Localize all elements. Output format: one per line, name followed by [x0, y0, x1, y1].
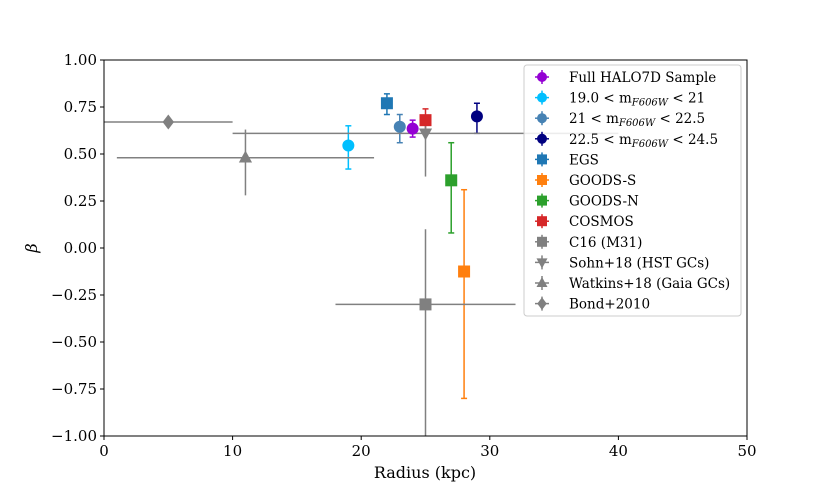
data-point [418, 128, 433, 141]
axis-ticks: 0 10 20 30 40 50 1.00 0.75 0.50 0.25 0.00 −0.25 −0.5… [51, 51, 757, 460]
data-point [238, 150, 253, 163]
y-tick-label: −0.75 [51, 380, 97, 398]
legend-label: COSMOS [569, 214, 634, 230]
legend-label-part: 21 < m [569, 111, 619, 127]
y-tick-label: 0.75 [64, 98, 97, 116]
data-point [380, 97, 393, 110]
legend-label-part: Full HALO7D Sample [569, 70, 716, 86]
legend-label: 22.5 < mF606W < 24.5 [569, 132, 718, 150]
legend-label-part: 19.0 < m [569, 91, 632, 107]
legend-label-part: F606W [631, 98, 669, 109]
legend-label: GOODS-S [569, 173, 636, 189]
legend-label: Bond+2010 [569, 297, 650, 313]
data-point [419, 298, 432, 311]
y-tick-label: −1.00 [51, 427, 97, 445]
legend-label-part: GOODS-N [569, 194, 639, 210]
data-point [342, 139, 355, 152]
y-tick-label: 0.50 [64, 145, 97, 163]
y-tick-label: 0.25 [64, 192, 97, 210]
legend-marker [537, 297, 547, 310]
legend-marker [537, 175, 547, 185]
data-point [419, 114, 432, 127]
legend-label-part: COSMOS [569, 214, 634, 230]
legend-marker [537, 195, 547, 206]
plot-frame [103, 59, 748, 437]
legend-label-part: C16 (M31) [569, 235, 642, 251]
legend-box [523, 64, 742, 317]
legend-label-part: < 21 [668, 91, 705, 107]
x-tick-label: 30 [480, 442, 499, 460]
y-axis-label: β [22, 243, 41, 253]
y-tick-label: −0.50 [51, 333, 97, 351]
legend-marker [537, 72, 547, 82]
y-tick-label: 0.00 [64, 239, 97, 257]
legend-label: C16 (M31) [569, 235, 642, 251]
legend-label: 19.0 < mF606W < 21 [569, 91, 705, 109]
legend-label: 21 < mF606W < 22.5 [569, 111, 705, 129]
x-tick-label: 20 [352, 442, 371, 460]
legend-label-part: Bond+2010 [569, 297, 650, 313]
data-markers [162, 97, 483, 311]
legend-label-part: < 24.5 [668, 132, 718, 148]
data-point [406, 122, 419, 135]
data-point [470, 110, 483, 123]
legend-marker [537, 113, 547, 124]
legend-marker [537, 216, 547, 227]
legend-marker [537, 154, 547, 165]
legend-label-part: F606W [631, 139, 669, 150]
legend-label: GOODS-N [569, 194, 639, 210]
legend-label: Watkins+18 (Gaia GCs) [569, 276, 730, 292]
x-tick-label: 50 [737, 442, 756, 460]
legend-label-part: F606W [618, 118, 656, 129]
legend-label-part: EGS [569, 152, 599, 168]
x-tick-label: 40 [609, 442, 628, 460]
legend-label: EGS [569, 152, 599, 168]
x-axis-label: Radius (kpc) [374, 463, 476, 482]
data-point [393, 120, 406, 133]
legend-marker [537, 133, 547, 144]
legend-marker [536, 258, 548, 269]
x-tick-label: 0 [99, 442, 109, 460]
legend-label-part: GOODS-S [569, 173, 636, 189]
x-tick-label: 10 [223, 442, 242, 460]
legend-marker [536, 277, 548, 287]
y-tick-label: −0.25 [51, 286, 97, 304]
legend-label-part: 22.5 < m [569, 132, 632, 148]
data-point [162, 114, 174, 130]
legend-marker [537, 92, 547, 103]
legend-label-part: < 22.5 [655, 111, 705, 127]
legend-marker [537, 236, 547, 247]
y-tick-label: 1.00 [64, 51, 97, 69]
legend-label-part: Sohn+18 (HST GCs) [569, 255, 709, 271]
data-point [445, 174, 458, 187]
legend-label: Sohn+18 (HST GCs) [569, 255, 709, 271]
data-point [458, 265, 471, 278]
legend-label-part: Watkins+18 (Gaia GCs) [569, 276, 730, 292]
legend-label: Full HALO7D Sample [569, 70, 716, 86]
